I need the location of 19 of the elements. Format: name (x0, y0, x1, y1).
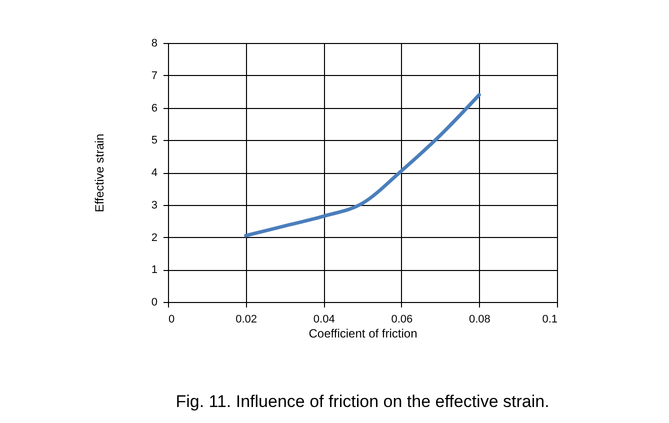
y-axis-title: Effective strain (92, 134, 106, 212)
line-series (244, 93, 481, 238)
x-tick-label: 0.1 (542, 314, 558, 326)
y-tick-label: 7 (151, 70, 158, 82)
x-tick-label: 0.04 (313, 314, 335, 326)
y-tick-label: 8 (151, 38, 158, 50)
y-tick-label: 2 (151, 232, 158, 244)
y-tick-label: 4 (151, 167, 158, 179)
y-tick-label: 0 (151, 296, 158, 308)
x-tick-label: 0.02 (236, 314, 258, 326)
x-tick-label: 0.08 (468, 314, 490, 326)
y-tick-label: 5 (151, 134, 158, 147)
caption: Fig. 11. Influence of friction on the effective strain. (176, 392, 550, 411)
x-axis-title: Coefficient of friction (308, 326, 418, 340)
x-tick-label: 0.06 (391, 314, 413, 326)
x-tick-label: 0 (168, 314, 175, 326)
y-tick-label: 6 (151, 102, 158, 114)
y-tick-label: 3 (151, 199, 158, 212)
y-tick-label: 1 (151, 264, 158, 276)
